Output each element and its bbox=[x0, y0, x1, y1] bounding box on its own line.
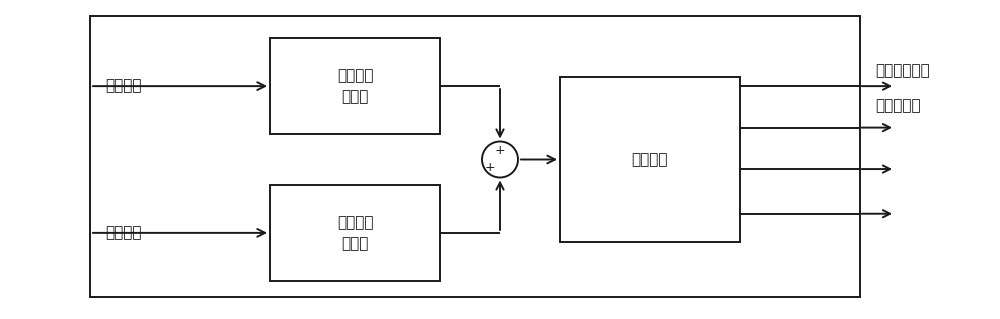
Text: 限压模块: 限压模块 bbox=[632, 152, 668, 167]
Text: 器控制电压: 器控制电压 bbox=[875, 98, 921, 113]
Ellipse shape bbox=[482, 142, 518, 177]
Bar bbox=[270, 38, 440, 134]
Text: 传感信息: 传感信息 bbox=[105, 78, 142, 94]
Text: 车身振动
控制器: 车身振动 控制器 bbox=[337, 215, 373, 251]
Text: 传感信息: 传感信息 bbox=[105, 225, 142, 241]
Text: +: + bbox=[485, 161, 495, 174]
Bar bbox=[270, 185, 440, 281]
Text: +: + bbox=[495, 144, 505, 157]
Text: 车身姿态
控制器: 车身姿态 控制器 bbox=[337, 68, 373, 104]
Text: 四磁流变阻尼: 四磁流变阻尼 bbox=[875, 63, 930, 78]
Bar bbox=[90, 16, 860, 297]
Bar bbox=[560, 77, 740, 242]
